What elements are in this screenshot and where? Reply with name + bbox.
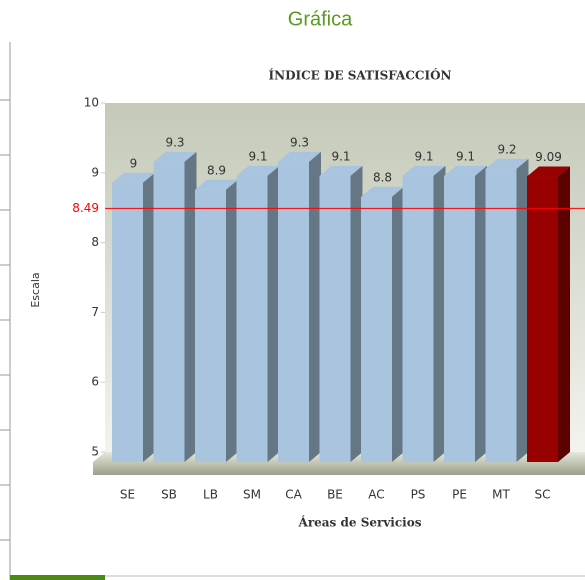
y-tick-label: 5 (91, 445, 99, 459)
bar (361, 196, 392, 462)
bar (402, 175, 434, 462)
bar (153, 161, 185, 463)
y-tick-label: 10 (84, 96, 99, 110)
value-label: 9.2 (497, 142, 516, 156)
bar-top (319, 165, 363, 176)
bar (527, 176, 558, 462)
bar-top (361, 186, 404, 197)
bar-side (475, 165, 487, 462)
value-label: 9.1 (456, 149, 475, 163)
bar-side (392, 186, 404, 462)
x-axis-label: Áreas de Servicios (298, 515, 422, 530)
bar-top (153, 151, 197, 162)
y-axis-label: Escala (29, 272, 42, 307)
bar (236, 175, 268, 462)
x-tick-label: SM (243, 488, 261, 502)
value-label: 9.1 (248, 149, 267, 163)
value-label: 9 (130, 156, 138, 170)
bar-side (184, 151, 197, 463)
frame-ticks (0, 99, 10, 541)
x-tick-label: PS (411, 488, 426, 502)
bar (319, 175, 351, 462)
x-tick-label: AC (368, 488, 384, 502)
bar (485, 168, 517, 462)
x-tick-label: CA (285, 488, 302, 502)
value-label: 9.1 (331, 149, 350, 163)
bar-side (516, 158, 529, 462)
bar-side (558, 166, 570, 462)
x-tick-label: BE (327, 488, 343, 502)
bar-top (402, 165, 446, 176)
bar-top (195, 179, 238, 190)
value-label: 9.09 (535, 150, 562, 164)
bar (444, 175, 475, 462)
bar-side (226, 179, 238, 462)
bar (278, 161, 309, 463)
bar-side (267, 165, 280, 462)
x-tick-label: SB (161, 488, 177, 502)
bar (112, 182, 143, 463)
bar (195, 189, 226, 462)
tab[interactable] (10, 575, 105, 580)
bar-top (236, 165, 280, 176)
y-tick-label: 6 (91, 375, 99, 389)
bar-side (143, 172, 155, 463)
y-tick-label: 9 (91, 165, 99, 179)
x-tick-label: SE (120, 488, 135, 502)
value-label: 8.8 (373, 170, 392, 184)
x-tick-label: PE (452, 488, 467, 502)
bar-side (309, 151, 321, 463)
bar-side (433, 165, 446, 462)
value-label: 9.3 (165, 135, 184, 149)
bar-top (278, 151, 321, 162)
bar-top (444, 165, 487, 176)
value-label: 9.3 (290, 135, 309, 149)
y-tick-label: 8 (91, 235, 99, 249)
chart-title: ÍNDICE DE SATISFACCIÓN (269, 67, 452, 83)
value-label: 8.9 (207, 163, 226, 177)
x-tick-label: SC (535, 488, 551, 502)
value-label: 9.1 (414, 149, 433, 163)
page-title: Gráfica (288, 8, 353, 30)
bar-side (350, 165, 363, 462)
x-tick-label: MT (492, 488, 510, 502)
bar-top (485, 158, 529, 169)
trend-label: 8.49 (72, 201, 99, 215)
y-tick-label: 7 (91, 305, 99, 319)
x-tick-label: LB (203, 488, 218, 502)
bar-top (527, 166, 570, 177)
bar-top (112, 172, 155, 183)
